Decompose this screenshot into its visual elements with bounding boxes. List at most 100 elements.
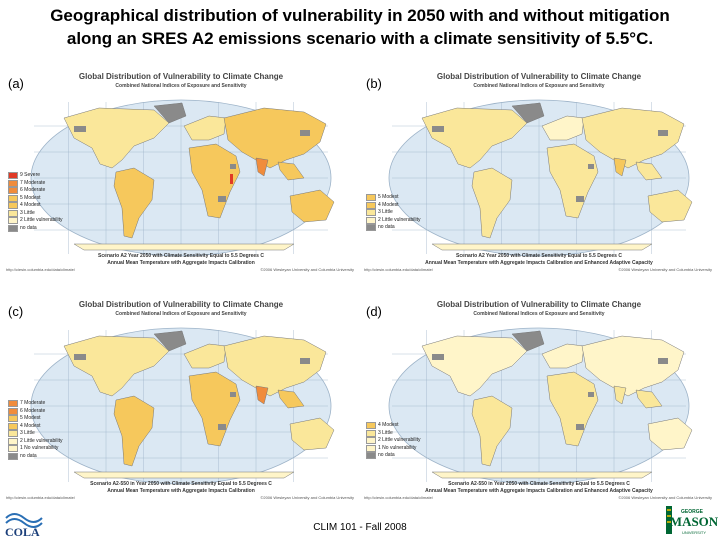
map-panel-b: (b) Global Distribution of Vulnerability… <box>362 68 716 276</box>
no-data-region <box>230 164 236 169</box>
legend-swatch <box>366 194 376 202</box>
legend-swatch <box>366 209 376 217</box>
legend-swatch <box>366 452 376 460</box>
land-india <box>613 157 627 177</box>
slide-title: Geographical distribution of vulnerabili… <box>0 4 720 50</box>
legend-label: 3 Little <box>378 429 393 436</box>
legend-swatch <box>8 187 18 195</box>
legend-label: 3 Little <box>378 209 393 216</box>
no-data-region <box>218 196 226 202</box>
map-title: Global Distribution of Vulnerability to … <box>436 300 642 309</box>
map-panel-a: (a) Global Distribution of Vulnerability… <box>4 68 358 276</box>
map-caption-1: Scenario A2-550 in Year 2050 with Climat… <box>90 481 272 487</box>
map-panel-c: (c) Global Distribution of Vulnerability… <box>4 296 358 504</box>
legend-item: 4 Modest <box>8 422 63 431</box>
world-map <box>388 327 693 485</box>
legend-item: no data <box>8 224 63 233</box>
land-india <box>613 385 627 405</box>
george-mason-logo: GEORGE MASON UNIVERSITY <box>666 506 718 535</box>
legend-swatch <box>8 217 18 225</box>
legend-swatch <box>366 444 376 452</box>
legend-item: 7 Moderate <box>8 400 63 408</box>
land-greenland <box>153 102 187 124</box>
legend-item: 9 Severe <box>8 172 63 180</box>
map-caption-2: Annual Mean Temperature with Aggregate I… <box>107 260 255 266</box>
copyright: ©2006 Wesleyan University and Columbia U… <box>260 495 354 500</box>
legend-label: 4 Modest <box>20 422 41 429</box>
legend-swatch <box>8 400 18 408</box>
land-asia <box>223 335 327 397</box>
land-antarctica <box>431 471 653 479</box>
legend-label: 5 Modest <box>20 415 41 422</box>
legend-item: 7 Moderate <box>8 179 63 188</box>
legend-swatch <box>366 224 376 232</box>
no-data-region <box>74 354 86 360</box>
panel-label: (b) <box>366 76 382 91</box>
legend-item: 4 Modest <box>366 422 421 430</box>
legend-label: 2 Little vulnerability <box>378 216 421 223</box>
land-north-america <box>63 335 170 397</box>
legend-label: 1 No vulnerability <box>378 444 417 451</box>
map-legend: 9 Severe 7 Moderate 6 Moderate 5 Modest 4 Mo… <box>8 172 63 232</box>
legend-item: 3 Little <box>8 209 63 218</box>
legend-label: 7 Moderate <box>20 179 46 186</box>
legend-item: 2 Little vulnerability <box>366 437 421 445</box>
legend-label: 7 Moderate <box>20 400 46 407</box>
legend-swatch <box>366 437 376 445</box>
legend-label: 9 Severe <box>20 172 41 179</box>
legend-item: 2 Little vulnerability <box>8 217 63 225</box>
land-north-america <box>63 107 170 169</box>
legend-swatch <box>366 429 376 437</box>
no-data-region <box>230 392 236 397</box>
legend-item: 2 Little vulnerability <box>366 216 421 225</box>
land-asia <box>581 335 685 397</box>
map-caption-1: Scenario A2 Year 2050 with Climate Sensi… <box>456 253 622 259</box>
legend-swatch <box>366 216 376 224</box>
legend-item: 4 Modest <box>366 201 421 210</box>
no-data-region <box>658 130 668 136</box>
land-africa <box>188 143 241 219</box>
map-caption-1: Scenario A2-550 in Year 2050 with Climat… <box>448 481 630 487</box>
legend-label: 5 Modest <box>378 194 399 201</box>
map-caption-2: Annual Mean Temperature with Aggregate I… <box>107 488 255 494</box>
land-asia <box>581 107 685 169</box>
land-india <box>255 385 269 405</box>
logo-george-text: GEORGE <box>681 509 704 515</box>
land-south-america <box>471 167 513 239</box>
land-greenland <box>153 330 187 352</box>
panel-label: (d) <box>366 304 382 319</box>
no-data-region <box>74 126 86 132</box>
land-antarctica <box>431 243 653 251</box>
land-greenland <box>511 330 545 352</box>
source-url: http://ciesin.columbia.edu/data/climate/ <box>6 495 75 500</box>
slide-title-line-2: along an SRES A2 emissions scenario with… <box>66 29 654 48</box>
legend-swatch <box>8 194 18 202</box>
land-antarctica <box>73 243 295 251</box>
legend-label: no data <box>378 224 395 231</box>
map-caption-2: Annual Mean Temperature with Aggregate I… <box>425 260 653 266</box>
world-map <box>388 99 693 257</box>
land-southeast-asia <box>277 389 305 409</box>
legend-item: 1 No vulnerability <box>8 445 63 453</box>
land-africa <box>546 371 599 447</box>
land-asia <box>223 107 327 169</box>
legend-label: 3 Little <box>20 209 35 216</box>
legend-swatch <box>8 422 18 430</box>
legend-label: 6 Moderate <box>20 187 46 194</box>
legend-item: no data <box>366 224 421 232</box>
copyright: ©2006 Wesleyan University and Columbia U… <box>260 267 354 272</box>
legend-label: 1 No vulnerability <box>20 445 59 452</box>
no-data-region <box>588 392 594 397</box>
legend-item: 4 Modest <box>8 202 63 210</box>
land-south-america <box>113 167 155 239</box>
slide-title-line-1: Geographical distribution of vulnerabili… <box>50 6 670 25</box>
land-southeast-asia <box>635 389 663 409</box>
no-data-region <box>432 354 444 360</box>
legend-item: 3 Little <box>366 429 421 438</box>
map-caption-1: Scenario A2 Year 2050 with Climate Sensi… <box>98 253 264 259</box>
map-subtitle: Combined National Indices of Exposure an… <box>115 311 247 317</box>
land-north-america <box>421 107 528 169</box>
legend-item: no data <box>366 452 421 460</box>
legend-swatch <box>8 407 18 415</box>
source-url: http://ciesin.columbia.edu/data/climate/ <box>6 267 75 272</box>
